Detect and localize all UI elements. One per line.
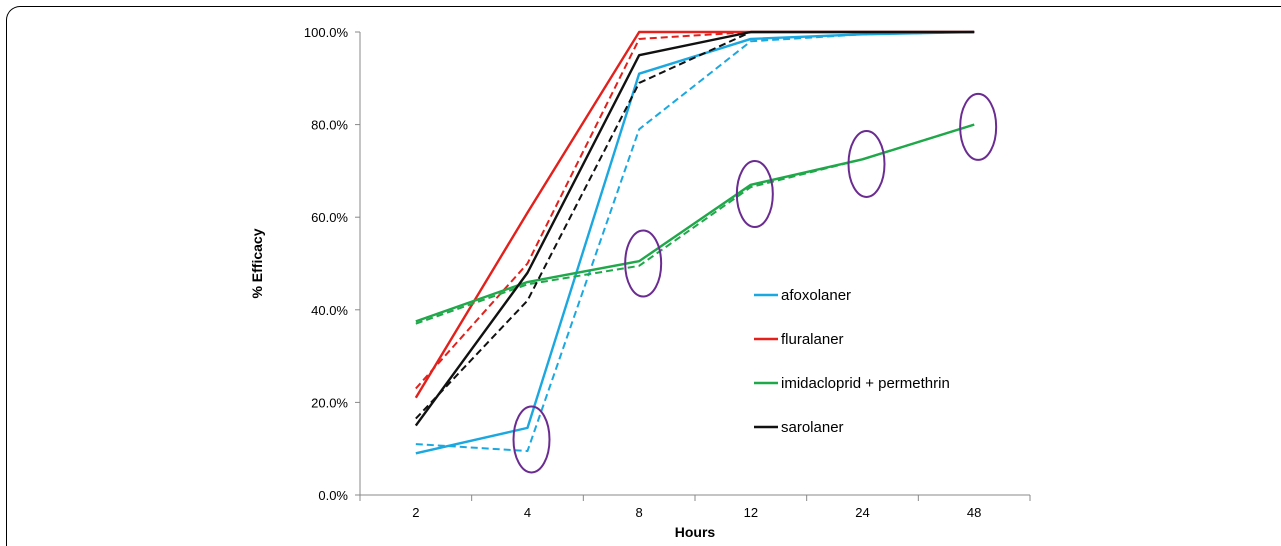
series-line-imidacloprid-permethrin-dashed: [415, 123, 975, 325]
y-tick-labels: 0.0% 20.0% 40.0% 60.0% 80.0% 100.0%: [304, 25, 360, 503]
series-line-fluralaner: [414, 30, 975, 399]
x-tick-label: 24: [855, 505, 869, 520]
y-tick-label: 0.0%: [318, 488, 348, 503]
y-axis-title: % Efficacy: [249, 228, 265, 298]
y-tick-label: 40.0%: [311, 303, 348, 318]
highlight-circle: [959, 92, 998, 161]
series-line-sarolaner: [414, 30, 975, 427]
highlight-circle: [847, 129, 886, 198]
x-tick-label: 8: [636, 505, 643, 520]
highlight-circle: [624, 229, 663, 298]
highlight-circle: [512, 405, 551, 474]
y-tick-label: 80.0%: [311, 118, 348, 133]
x-tick-label: 2: [412, 505, 419, 520]
legend-label: sarolaner: [781, 419, 844, 436]
y-tick-label: 60.0%: [311, 210, 348, 225]
y-tick-label: 20.0%: [311, 395, 348, 410]
legend-label: imidacloprid + permethrin: [781, 375, 950, 392]
series-line-afoxolaner: [415, 30, 975, 455]
highlight-circle: [735, 160, 774, 229]
series-lines: [414, 30, 975, 455]
x-tick-label: 48: [967, 505, 981, 520]
x-tick-labels: 2 4 8 12 24 48: [359, 495, 1031, 520]
x-axis-title: Hours: [675, 524, 716, 540]
series-line-afoxolaner-dashed: [415, 31, 975, 453]
x-tick-label: 4: [524, 505, 531, 520]
y-tick-label: 100.0%: [304, 25, 349, 40]
figure-frame: [6, 6, 1281, 546]
legend-label: afoxolaner: [781, 287, 851, 304]
legend-label: fluralaner: [781, 331, 844, 348]
legend: afoxolaner fluralaner imidacloprid + perme…: [754, 287, 950, 436]
series-line-imidacloprid-permethrin: [415, 123, 975, 323]
series-line-sarolaner-dashed: [415, 31, 975, 420]
axes: [359, 32, 1030, 496]
highlight-circles: [512, 92, 998, 474]
x-tick-label: 12: [744, 505, 758, 520]
